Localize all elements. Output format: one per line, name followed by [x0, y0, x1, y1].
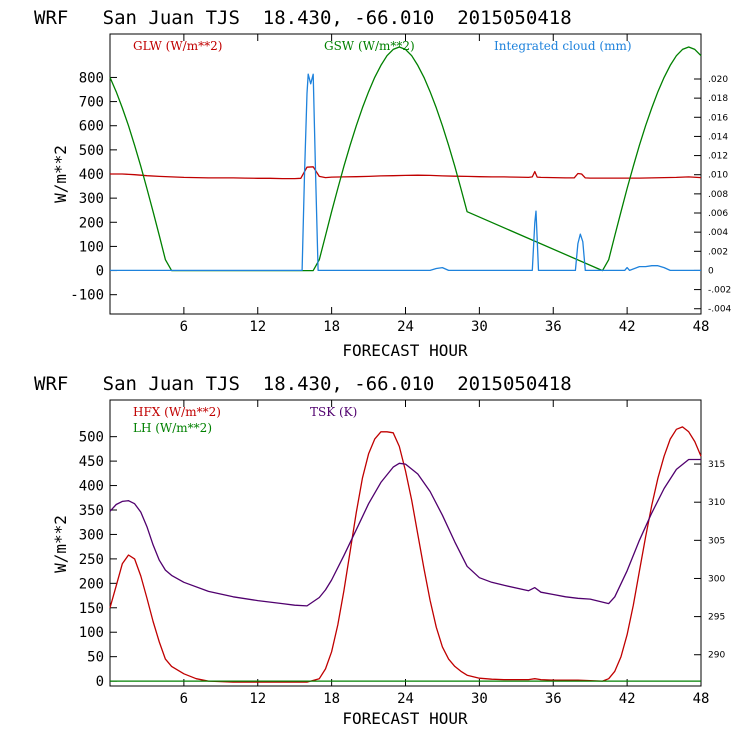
y-tick-label: 300 — [79, 527, 104, 543]
plot-frame-radiation — [109, 33, 702, 315]
series-line-tsk — [109, 458, 701, 607]
radiation-panel: WRF San Juan TJS 18.430, -66.010 2015050… — [34, 7, 732, 360]
x-tick-label: 36 — [545, 691, 562, 707]
y2-tick-label: .018 — [708, 94, 728, 104]
flux-panel: WRF San Juan TJS 18.430, -66.010 2015050… — [34, 373, 725, 728]
y-tick-label: 700 — [79, 95, 104, 111]
legend-hfx: HFX (W/m**2) — [133, 405, 221, 419]
y-tick-label: 0 — [96, 674, 104, 690]
y2-tick-label: .016 — [708, 113, 728, 123]
legend-glw: GLW (W/m**2) — [133, 39, 222, 53]
y-tick-label: 500 — [79, 430, 104, 446]
y-tick-label: 600 — [79, 119, 104, 135]
y-axis-label-flux: W/m**2 — [51, 515, 70, 573]
y-axis-label-radiation: W/m**2 — [51, 145, 70, 203]
y-tick-label: 500 — [79, 143, 104, 159]
y2-tick-label: -.002 — [708, 286, 731, 296]
series-line-hfx — [109, 426, 702, 683]
y2-tick-label: .010 — [708, 171, 728, 181]
y-tick-label: 50 — [87, 650, 104, 666]
x-tick-label: 42 — [619, 319, 636, 335]
y2-tick-label: .014 — [708, 132, 728, 142]
y-tick-label: 450 — [79, 454, 104, 470]
y-tick-label: 400 — [79, 479, 104, 495]
x-tick-label: 36 — [545, 319, 562, 335]
y-tick-label: 0 — [96, 264, 104, 280]
legend-cloud: Integrated cloud (mm) — [494, 39, 632, 53]
y2-tick-label: 290 — [708, 651, 725, 661]
x-tick-label: 48 — [693, 691, 710, 707]
x-tick-label: 18 — [323, 319, 340, 335]
y2-tick-label: .006 — [708, 209, 728, 219]
y-tick-label: 100 — [79, 239, 104, 255]
series-line-glw — [110, 166, 702, 180]
chart-title-flux: WRF San Juan TJS 18.430, -66.010 2015050… — [34, 373, 572, 395]
x-tick-label: 48 — [693, 319, 710, 335]
y-tick-label: 350 — [79, 503, 104, 519]
x-tick-label: 18 — [323, 691, 340, 707]
y2-tick-label: -.004 — [708, 305, 732, 315]
x-tick-label: 12 — [249, 319, 266, 335]
y-tick-label: 300 — [79, 191, 104, 207]
y2-tick-label: .004 — [708, 228, 728, 238]
x-tick-label: 24 — [397, 319, 414, 335]
x-axis-label-radiation: FORECAST HOUR — [342, 341, 468, 360]
x-tick-label: 30 — [471, 691, 488, 707]
plot-frame-flux — [109, 399, 702, 687]
y-tick-label: -100 — [70, 288, 104, 304]
y2-tick-label: .008 — [708, 190, 728, 200]
chart-title-radiation: WRF San Juan TJS 18.430, -66.010 2015050… — [34, 7, 572, 29]
x-tick-label: 24 — [397, 691, 414, 707]
x-axis-label-flux: FORECAST HOUR — [342, 709, 468, 728]
y2-tick-label: 305 — [708, 536, 725, 546]
x-tick-label: 30 — [471, 319, 488, 335]
y2-tick-label: 300 — [708, 574, 725, 584]
y-tick-label: 250 — [79, 552, 104, 568]
y2-tick-label: .002 — [708, 247, 728, 257]
x-tick-label: 6 — [180, 691, 188, 707]
series-line-integrated — [110, 73, 701, 272]
y2-tick-label: 295 — [708, 613, 725, 623]
y-tick-label: 200 — [79, 215, 104, 231]
y-tick-label: 150 — [79, 601, 104, 617]
y2-tick-label: 310 — [708, 498, 725, 508]
y2-tick-label: 0 — [708, 266, 714, 276]
y-tick-label: 200 — [79, 576, 104, 592]
legend-tsk: TSK (K) — [310, 405, 357, 419]
series-line-gsw — [109, 46, 702, 272]
x-tick-label: 6 — [180, 319, 188, 335]
y-tick-label: 100 — [79, 625, 104, 641]
y2-tick-label: .020 — [708, 75, 728, 85]
y2-tick-label: .012 — [708, 152, 728, 162]
legend-gsw: GSW (W/m**2) — [324, 39, 415, 53]
y2-tick-label: 315 — [708, 460, 725, 470]
y-tick-label: 800 — [79, 70, 104, 86]
y-tick-label: 400 — [79, 167, 104, 183]
x-tick-label: 12 — [249, 691, 266, 707]
legend-lh: LH (W/m**2) — [133, 421, 212, 435]
x-tick-label: 42 — [619, 691, 636, 707]
